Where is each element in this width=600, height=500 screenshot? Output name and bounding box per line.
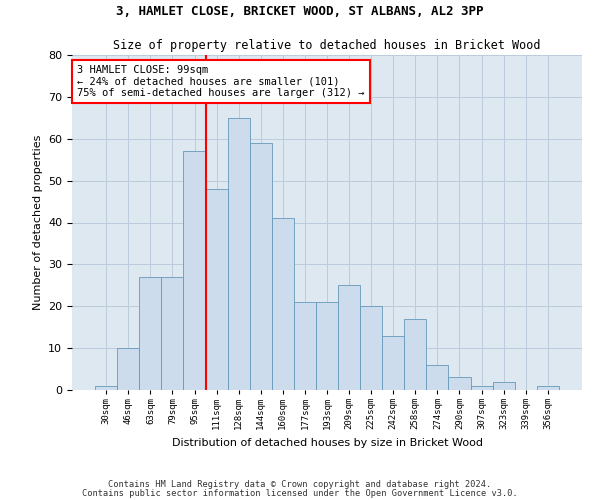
Y-axis label: Number of detached properties: Number of detached properties <box>32 135 43 310</box>
Title: Size of property relative to detached houses in Bricket Wood: Size of property relative to detached ho… <box>113 40 541 52</box>
Text: Contains public sector information licensed under the Open Government Licence v3: Contains public sector information licen… <box>82 488 518 498</box>
Bar <box>206 189 227 390</box>
Bar <box>227 118 250 390</box>
Text: Contains HM Land Registry data © Crown copyright and database right 2024.: Contains HM Land Registry data © Crown c… <box>109 480 491 489</box>
Bar <box>250 143 272 390</box>
Bar <box>316 302 338 390</box>
Bar <box>117 348 139 390</box>
Bar <box>338 286 360 390</box>
Bar <box>470 386 493 390</box>
Bar <box>404 319 427 390</box>
Bar <box>184 152 206 390</box>
Bar <box>493 382 515 390</box>
X-axis label: Distribution of detached houses by size in Bricket Wood: Distribution of detached houses by size … <box>172 438 482 448</box>
Bar <box>448 378 470 390</box>
Bar <box>95 386 117 390</box>
Bar <box>382 336 404 390</box>
Bar <box>139 277 161 390</box>
Bar <box>272 218 294 390</box>
Bar <box>360 306 382 390</box>
Bar <box>427 365 448 390</box>
Bar <box>537 386 559 390</box>
Text: 3, HAMLET CLOSE, BRICKET WOOD, ST ALBANS, AL2 3PP: 3, HAMLET CLOSE, BRICKET WOOD, ST ALBANS… <box>116 5 484 18</box>
Bar <box>294 302 316 390</box>
Bar <box>161 277 184 390</box>
Text: 3 HAMLET CLOSE: 99sqm
← 24% of detached houses are smaller (101)
75% of semi-det: 3 HAMLET CLOSE: 99sqm ← 24% of detached … <box>77 65 365 98</box>
